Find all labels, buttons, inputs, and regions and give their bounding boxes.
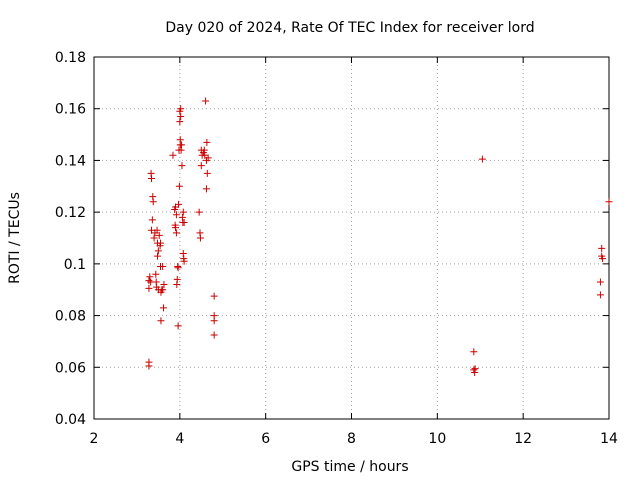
data-point bbox=[598, 244, 606, 252]
data-point bbox=[173, 275, 181, 283]
y-tick-label: 0.18 bbox=[55, 50, 86, 66]
data-point bbox=[172, 229, 180, 237]
data-point bbox=[148, 175, 156, 183]
data-point bbox=[175, 200, 183, 208]
data-point bbox=[155, 231, 163, 239]
grid-lines bbox=[94, 57, 609, 419]
data-point bbox=[471, 365, 479, 373]
x-tick-label: 10 bbox=[428, 431, 446, 447]
data-point bbox=[204, 154, 212, 162]
data-point bbox=[203, 169, 211, 177]
data-point bbox=[169, 151, 177, 159]
data-point bbox=[160, 304, 168, 312]
data-point bbox=[605, 198, 613, 206]
data-point bbox=[172, 224, 180, 232]
data-point bbox=[157, 239, 165, 247]
data-point bbox=[202, 97, 210, 105]
data-point bbox=[157, 317, 165, 325]
x-axis: 2 4 6 8 10 12 14 bbox=[90, 57, 618, 447]
x-tick-label: 14 bbox=[600, 431, 618, 447]
data-point bbox=[172, 211, 180, 219]
y-tick-label: 0.08 bbox=[55, 309, 86, 325]
data-point bbox=[177, 105, 185, 113]
data-point bbox=[596, 291, 604, 299]
data-point bbox=[202, 185, 210, 193]
y-tick-label: 0.06 bbox=[55, 360, 86, 376]
y-tick-label: 0.04 bbox=[55, 412, 86, 428]
data-point bbox=[599, 255, 607, 263]
data-point bbox=[152, 270, 160, 278]
x-tick-label: 4 bbox=[175, 431, 184, 447]
data-point bbox=[179, 208, 187, 216]
x-tick-label: 2 bbox=[90, 431, 99, 447]
data-point bbox=[149, 198, 157, 206]
data-point bbox=[145, 362, 153, 370]
data-point bbox=[178, 141, 186, 149]
data-point bbox=[180, 218, 188, 226]
x-axis-label: GPS time / hours bbox=[291, 459, 408, 475]
data-point bbox=[159, 286, 167, 294]
data-point bbox=[210, 331, 218, 339]
chart-title: Day 020 of 2024, Rate Of TEC Index for r… bbox=[165, 20, 534, 36]
data-point bbox=[195, 208, 203, 216]
data-point bbox=[153, 226, 161, 234]
data-point bbox=[197, 162, 205, 170]
data-point bbox=[596, 278, 604, 286]
data-point bbox=[145, 277, 153, 285]
y-tick-label: 0.16 bbox=[55, 102, 86, 118]
data-point bbox=[154, 252, 162, 260]
data-points bbox=[145, 97, 613, 376]
x-tick-label: 12 bbox=[514, 431, 532, 447]
data-point bbox=[159, 262, 167, 270]
data-point bbox=[154, 247, 162, 255]
data-point bbox=[160, 281, 168, 289]
data-point bbox=[180, 257, 188, 265]
y-axis-label: ROTI / TECUs bbox=[7, 192, 23, 284]
data-point bbox=[148, 216, 156, 224]
data-point bbox=[150, 234, 158, 242]
data-point bbox=[470, 348, 478, 356]
x-tick-label: 6 bbox=[261, 431, 270, 447]
data-point bbox=[175, 182, 183, 190]
y-tick-label: 0.12 bbox=[55, 205, 86, 221]
data-point bbox=[177, 112, 185, 120]
data-point bbox=[174, 264, 182, 272]
data-point bbox=[174, 322, 182, 330]
x-tick-label: 8 bbox=[347, 431, 356, 447]
y-tick-label: 0.14 bbox=[55, 153, 86, 169]
data-point bbox=[145, 284, 153, 292]
data-point bbox=[196, 234, 204, 242]
data-point bbox=[178, 162, 186, 170]
data-point bbox=[210, 317, 218, 325]
data-point bbox=[176, 118, 184, 126]
y-axis: 0.04 0.06 0.08 0.1 0.12 0.14 0.16 0.18 bbox=[55, 50, 609, 428]
data-point bbox=[478, 155, 486, 163]
data-point bbox=[146, 273, 154, 281]
y-tick-label: 0.1 bbox=[64, 257, 86, 273]
data-point bbox=[203, 138, 211, 146]
data-point bbox=[210, 292, 218, 300]
